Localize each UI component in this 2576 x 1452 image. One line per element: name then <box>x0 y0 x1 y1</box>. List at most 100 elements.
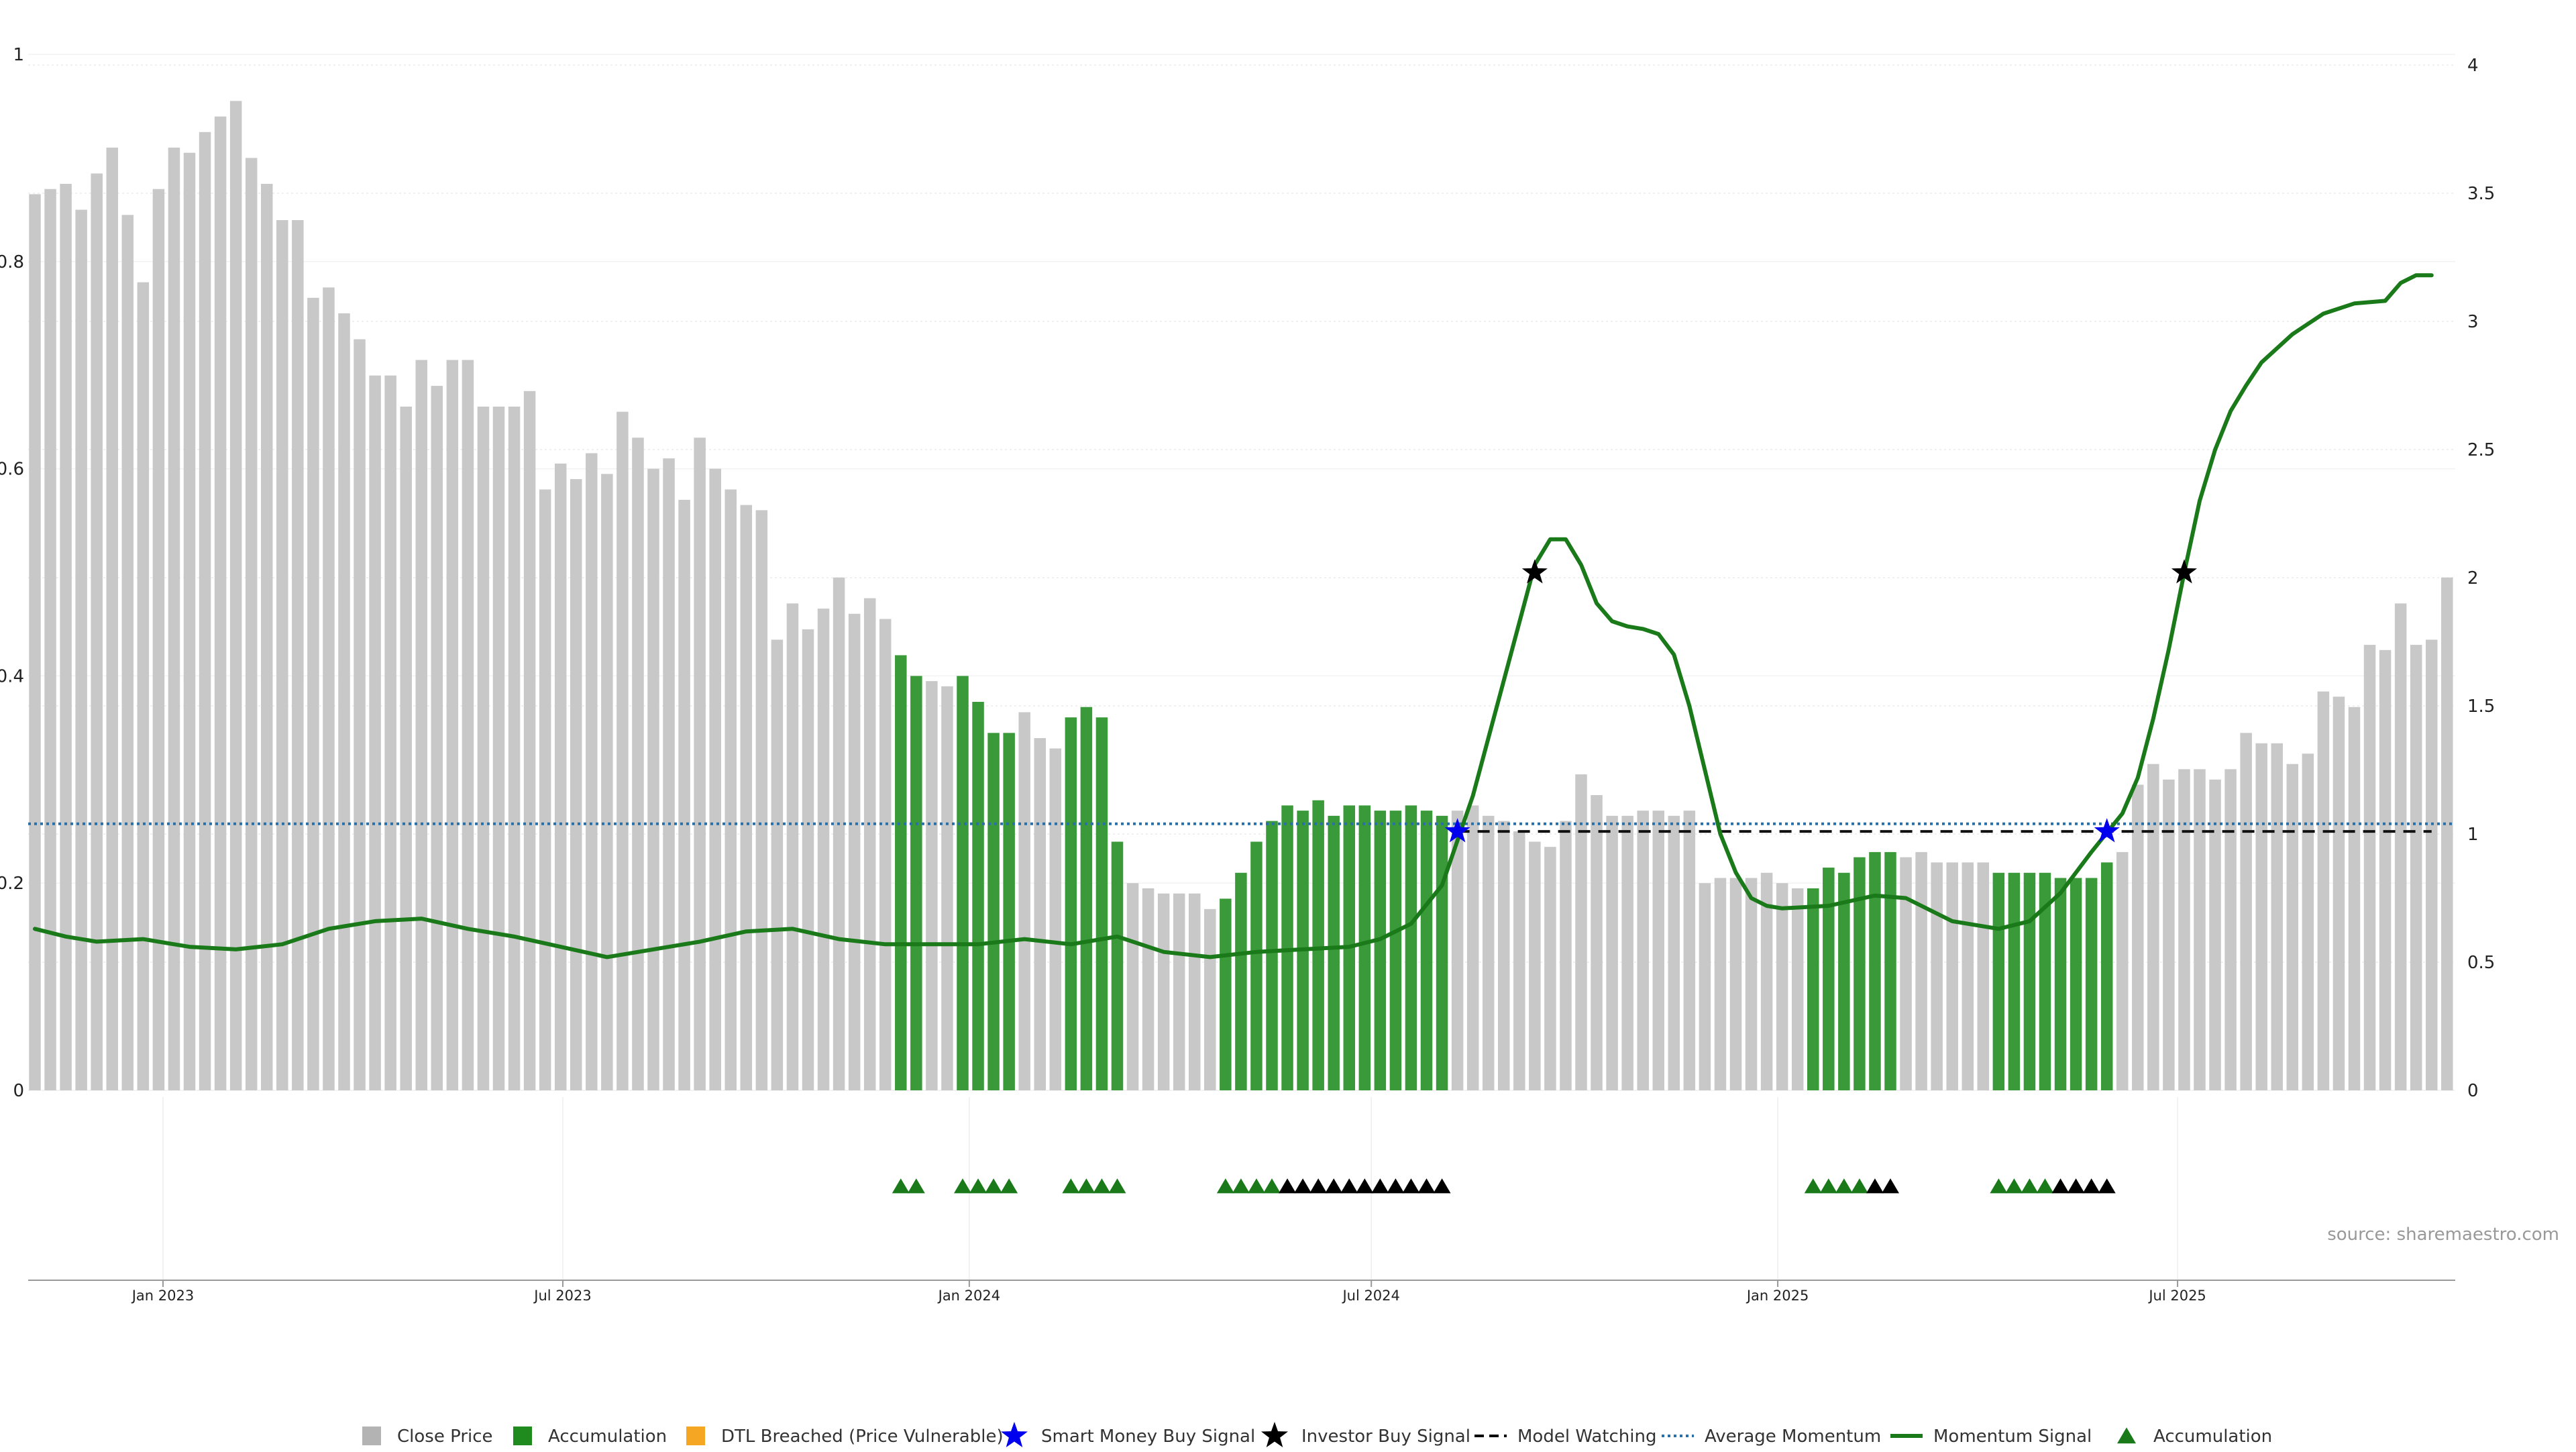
y-right-tick-4: 2 <box>2467 568 2479 588</box>
accumulation-marker-5 <box>1000 1178 1018 1194</box>
accumulation-marker-20 <box>2021 1178 2039 1194</box>
accumulation-marker-21 <box>2036 1178 2054 1194</box>
legend-swatch-2 <box>686 1427 705 1445</box>
close-price-bar-12 <box>214 116 227 1090</box>
close-price-bar-7 <box>137 282 150 1091</box>
y-right-tick-0: 0 <box>2467 1081 2479 1101</box>
accumulation-bar-70 <box>1111 841 1124 1090</box>
accumulation-bar-91 <box>1436 815 1448 1090</box>
accumulation-marker-9 <box>1108 1178 1126 1194</box>
y-left-tick-3: 0.6 <box>0 460 24 480</box>
close-price-bar-149 <box>2332 696 2345 1090</box>
accumulation-bar-119 <box>1869 851 1881 1090</box>
close-price-bar-95 <box>1498 821 1510 1090</box>
markers <box>892 1178 2116 1194</box>
close-price-bar-51 <box>817 609 830 1090</box>
close-price-bar-25 <box>415 360 427 1090</box>
y-right-tick-6: 3 <box>2467 312 2479 332</box>
legend-triangle-8 <box>2117 1427 2136 1444</box>
close-price-bar-154 <box>2410 645 2422 1090</box>
close-price-bar-50 <box>802 629 814 1090</box>
accumulation-bar-89 <box>1405 805 1417 1090</box>
close-price-bar-1 <box>44 189 56 1091</box>
accumulation-bar-87 <box>1374 811 1387 1090</box>
accumulation-marker-2 <box>954 1178 971 1194</box>
axes: 0 0.2 0.4 0.6 0.8 1 0 0.5 1 1.5 2 2.5 3 3.5 4 Jan 2023 J… <box>0 45 2495 1304</box>
investor-marker-10 <box>1433 1178 1451 1194</box>
close-price-bar-23 <box>384 375 396 1090</box>
accumulation-bar-120 <box>1884 851 1896 1090</box>
close-price-bar-39 <box>632 437 644 1090</box>
close-price-bar-21 <box>354 339 366 1091</box>
source-label: source: sharemaestro.com <box>2327 1225 2559 1245</box>
close-price-bar-53 <box>848 613 861 1090</box>
close-price-bar-94 <box>1482 815 1495 1090</box>
legend-label-0: Close Price <box>397 1427 493 1447</box>
close-price-bar-105 <box>1652 811 1664 1090</box>
investor-marker-15 <box>2082 1178 2100 1194</box>
close-price-bar-26 <box>431 386 443 1090</box>
investor-marker-6 <box>1371 1178 1389 1194</box>
signals <box>1444 559 2197 843</box>
close-price-bar-16 <box>276 220 288 1090</box>
close-price-bar-66 <box>1049 748 1062 1090</box>
x-tick-label-4: Jan 2025 <box>1746 1288 1809 1304</box>
close-price-bar-148 <box>2317 691 2330 1090</box>
legend-item-4: Investor Buy Signal <box>1261 1422 1470 1447</box>
accumulation-bar-77 <box>1220 898 1232 1090</box>
x-tick-label-3: Jul 2024 <box>1341 1288 1399 1304</box>
legend-label-7: Momentum Signal <box>1933 1427 2092 1447</box>
accumulation-marker-16 <box>1835 1178 1853 1194</box>
close-price-bar-146 <box>2286 764 2299 1090</box>
accumulation-bar-81 <box>1281 805 1293 1090</box>
accumulation-bar-131 <box>2054 878 2067 1090</box>
accumulation-bar-79 <box>1250 841 1263 1090</box>
close-price-bar-152 <box>2379 650 2392 1090</box>
legend: Close Price Accumulation DTL Breached (Pri… <box>362 1422 2272 1447</box>
investor-marker-14 <box>2067 1178 2085 1194</box>
close-price-bar-35 <box>570 479 582 1090</box>
x-tick-label-0: Jan 2023 <box>131 1288 195 1304</box>
close-price-bar-121 <box>1900 857 1912 1090</box>
close-price-bar-126 <box>1977 862 1990 1090</box>
investor-marker-7 <box>1387 1178 1405 1194</box>
close-price-bar-41 <box>663 458 675 1090</box>
close-price-bar-5 <box>106 147 118 1091</box>
accumulation-bar-61 <box>972 702 984 1090</box>
accumulation-bar-68 <box>1080 707 1093 1090</box>
legend-star-3 <box>1001 1422 1028 1447</box>
close-price-bar-34 <box>554 463 567 1090</box>
legend-label-4: Investor Buy Signal <box>1301 1427 1470 1447</box>
close-price-bar-13 <box>229 101 242 1091</box>
accumulation-bar-62 <box>987 733 1000 1090</box>
close-price-bar-109 <box>1714 878 1727 1090</box>
close-price-bar-135 <box>2116 851 2129 1090</box>
close-price-bar-40 <box>647 468 659 1090</box>
y-right-tick-8: 4 <box>2467 56 2479 76</box>
legend-item-8: Accumulation <box>2117 1427 2272 1447</box>
accumulation-bar-132 <box>2070 878 2082 1090</box>
accumulation-bar-83 <box>1312 800 1324 1090</box>
accumulation-marker-14 <box>1804 1178 1822 1194</box>
close-price-bar-74 <box>1173 893 1185 1090</box>
close-price-bar-96 <box>1513 831 1525 1090</box>
close-price-bar-64 <box>1018 712 1030 1090</box>
close-price-bar-145 <box>2271 743 2283 1090</box>
smart-money-star-1 <box>2094 818 2120 843</box>
legend-item-5: Model Watching <box>1474 1427 1656 1447</box>
close-price-bar-147 <box>2302 754 2314 1090</box>
close-price-bar-8 <box>152 189 165 1091</box>
accumulation-bar-90 <box>1420 811 1433 1090</box>
close-price-bar-151 <box>2363 645 2376 1090</box>
close-price-bar-19 <box>323 287 335 1090</box>
accumulation-marker-8 <box>1093 1178 1111 1194</box>
accumulation-marker-3 <box>969 1178 987 1194</box>
close-price-bar-124 <box>1946 862 1958 1090</box>
legend-item-2: DTL Breached (Price Vulnerable) <box>686 1427 1004 1447</box>
close-price-bar-155 <box>2426 639 2438 1090</box>
close-price-bar-0 <box>29 194 41 1091</box>
legend-label-3: Smart Money Buy Signal <box>1041 1427 1255 1447</box>
accumulation-bar-130 <box>2039 872 2051 1090</box>
